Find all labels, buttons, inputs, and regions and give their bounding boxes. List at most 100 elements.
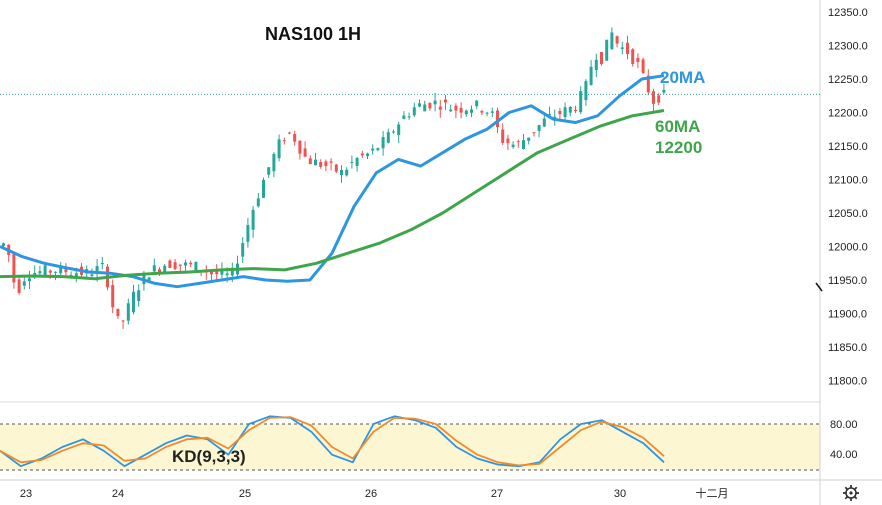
moving-average-lines: [0, 74, 665, 289]
kd-tick-label: 80.00: [830, 419, 858, 431]
price-tick-label: 11900.0: [828, 309, 867, 321]
candle-body: [147, 277, 151, 282]
candle-body: [267, 167, 271, 175]
candle-body: [303, 148, 307, 157]
candle-body: [516, 141, 520, 143]
candle-body: [605, 39, 609, 61]
candle-body: [329, 161, 333, 163]
candle-body: [392, 131, 395, 133]
time-tick-label: 24: [112, 488, 124, 500]
candle-body: [641, 59, 645, 73]
candle-body: [397, 124, 401, 136]
candle-body: [454, 105, 458, 111]
ma20-line: [0, 74, 665, 289]
candle-body: [433, 100, 437, 105]
candle-body: [230, 267, 234, 276]
candle-body: [407, 116, 411, 118]
candle-body: [64, 269, 68, 273]
price-tick-label: 11800.0: [828, 376, 867, 388]
price-tick-label: 12100.0: [828, 175, 868, 187]
candle-body: [314, 159, 317, 166]
candle-body: [189, 262, 193, 265]
candle-body: [17, 279, 21, 293]
candle-body: [537, 125, 541, 131]
candle-body: [459, 107, 463, 113]
candle-body: [563, 107, 567, 118]
candle-body: [527, 137, 531, 141]
price-tick-label: 11950.0: [828, 275, 867, 287]
candle-body: [662, 89, 666, 93]
candle-body: [511, 144, 515, 147]
price-tick-label: 12300.0: [828, 41, 868, 53]
candle-body: [610, 32, 614, 50]
kd-band: [0, 424, 820, 470]
price-tick-label: 12000.0: [828, 242, 868, 254]
candle-body: [646, 75, 650, 93]
candle-body: [532, 132, 536, 134]
candle-body: [69, 274, 73, 276]
candle-body: [423, 104, 427, 112]
candle-body: [584, 81, 588, 101]
time-tick-label: 27: [491, 488, 503, 500]
candle-body: [418, 103, 421, 107]
candle-body: [293, 133, 297, 142]
candle-body: [355, 158, 359, 167]
kd-indicator-label: KD(9,3,3): [172, 447, 246, 466]
candle-body: [132, 291, 135, 313]
candle-body: [38, 271, 42, 274]
candle-body: [111, 285, 115, 308]
price-tick-label: 12050.0: [828, 208, 868, 220]
price-axis[interactable]: 12350.0 12300.0 12250.0 12200.0 12150.0 12100…: [828, 7, 868, 388]
cursor-icon: [815, 282, 823, 292]
settings-gear-icon[interactable]: [843, 485, 859, 501]
candle-body: [381, 137, 385, 149]
candle-body: [558, 111, 562, 115]
candle-body: [319, 162, 323, 167]
candle-body: [506, 138, 510, 144]
candle-body: [298, 140, 302, 154]
time-tick-label: 26: [365, 488, 377, 500]
candle-body: [574, 109, 577, 112]
candle-body: [548, 114, 551, 116]
candle-body: [324, 161, 328, 167]
candle-body: [74, 273, 78, 278]
candle-body: [22, 281, 26, 286]
candle-body: [126, 303, 130, 321]
candle-body: [152, 265, 156, 272]
candle-body: [163, 265, 167, 272]
candle-body: [449, 109, 453, 112]
candle-body: [12, 254, 16, 283]
candle-body: [210, 270, 213, 275]
candle-body: [568, 106, 572, 113]
candle-body: [246, 225, 250, 242]
candle-body: [194, 261, 198, 272]
candle-body: [350, 161, 354, 163]
candle-body: [345, 169, 349, 176]
candle-body: [600, 52, 603, 65]
candle-body: [334, 164, 338, 172]
candle-body: [636, 58, 640, 62]
candle-body: [402, 115, 406, 119]
candle-body: [626, 42, 629, 55]
candle-body: [496, 110, 499, 128]
ma60-label: 60MA: [655, 117, 700, 136]
candle-body: [412, 107, 416, 116]
kd-axis: 80.00 40.00: [830, 419, 858, 461]
ma60-value-label: 12200: [655, 138, 702, 157]
price-tick-label: 12200.0: [828, 108, 868, 120]
candle-body: [386, 132, 390, 143]
candle-body: [308, 158, 312, 165]
candle-body: [594, 59, 598, 71]
candle-body: [340, 169, 343, 175]
candle-body: [277, 139, 281, 159]
candle-body: [615, 36, 619, 44]
kd-lines: [0, 415, 665, 468]
price-tick-label: 12250.0: [828, 74, 868, 86]
time-tick-label: 十二月: [696, 486, 729, 500]
candle-body: [428, 102, 432, 109]
time-axis[interactable]: 23 24 25 26 27 30 十二月: [20, 486, 729, 500]
candle-body: [438, 106, 442, 110]
kd-k-line: [0, 415, 665, 468]
